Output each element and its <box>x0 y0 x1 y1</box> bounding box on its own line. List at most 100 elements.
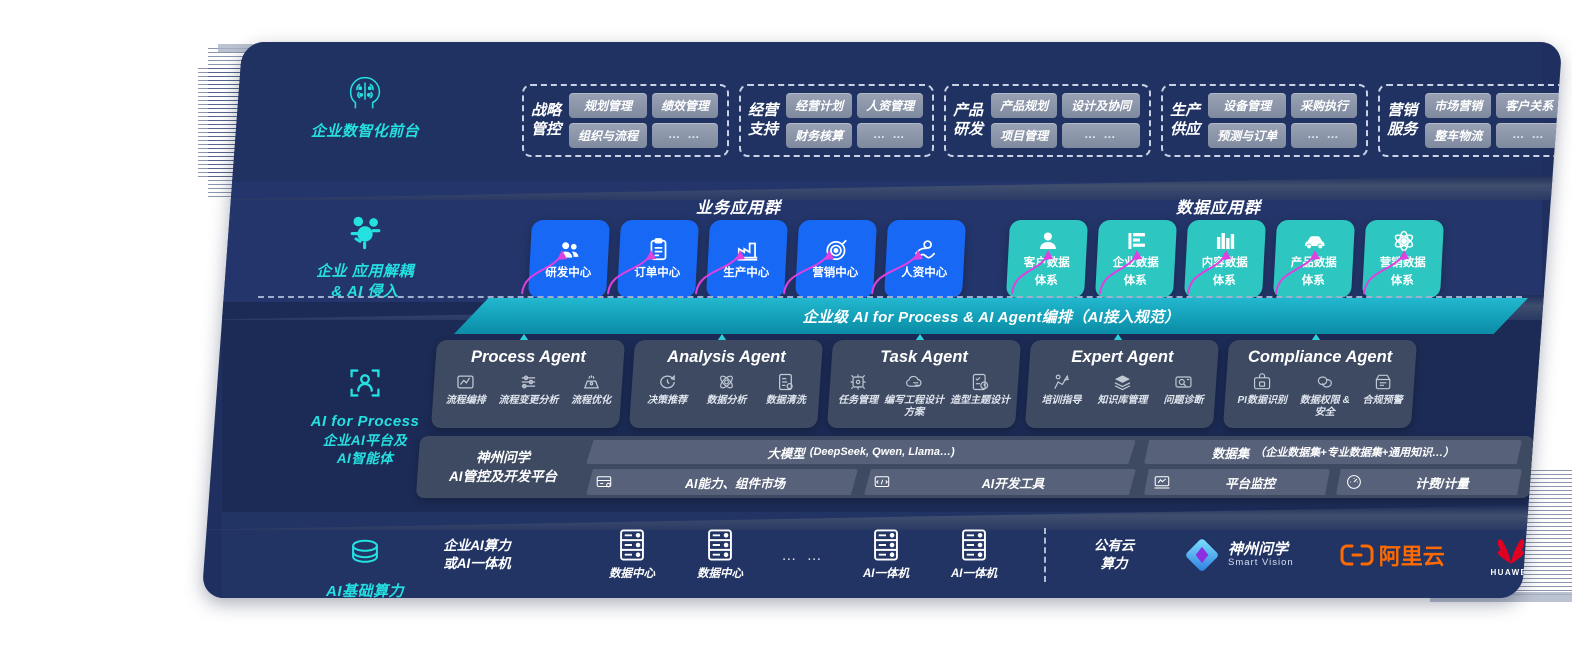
agent-card-task[interactable]: Task Agent 任务管理 编写工程设计方案 <box>826 340 1022 428</box>
infra-node-appliance-2[interactable]: AI一体机 <box>930 528 1018 581</box>
infra-headline-line1: 企业AI算力 <box>443 538 511 554</box>
agent-capability-label: 造型主题设计 <box>950 395 1011 406</box>
vendor-smartvision[interactable]: 神州问学 Smart Vision <box>1182 535 1294 575</box>
agent-capability[interactable]: 流程变更分析 <box>498 372 558 407</box>
domain-chip[interactable]: 组织与流程 <box>569 123 648 148</box>
rail-label-decoupling-1: 企业 应用解耦 <box>316 263 414 280</box>
app-card-marketing[interactable]: 营销中心 <box>794 220 878 298</box>
person-chart-icon <box>914 240 936 259</box>
domain-chip[interactable]: 项目管理 <box>991 123 1058 148</box>
domain-title: 生产 供应 <box>1170 101 1201 138</box>
domain-chip-more[interactable]: … … <box>1496 123 1563 148</box>
server-icon <box>874 529 898 561</box>
domain-group[interactable]: 产品 研发 产品规划 设计及协同 项目管理 … … <box>944 84 1152 157</box>
public-cloud-label: 公有云 算力 <box>1072 537 1156 572</box>
data-card-product[interactable]: 产品数据 体系 <box>1272 220 1356 298</box>
agent-capability[interactable]: 问题诊断 <box>1163 372 1203 407</box>
gauge-icon <box>1344 473 1364 491</box>
agent-card-compliance[interactable]: Compliance Agent PI数据识别 数据权限 & 安全 <box>1222 340 1418 428</box>
domain-chip[interactable]: 经营计划 <box>786 93 853 118</box>
data-card-content[interactable]: 内容数据 体系 <box>1183 220 1267 298</box>
domain-chip[interactable]: 客户关系 <box>1496 93 1563 118</box>
infra-node-appliance-1[interactable]: AI一体机 <box>842 528 930 581</box>
aliyun-name: 阿里云 <box>1378 544 1445 569</box>
domain-group[interactable]: 战略 管控 规划管理 绩效管理 组织与流程 … … <box>522 84 730 157</box>
agent-card-analysis[interactable]: Analysis Agent 决策推荐 数据分析 <box>628 340 824 428</box>
domain-chip-more[interactable]: … … <box>652 123 719 148</box>
users-icon <box>559 242 579 258</box>
agent-capability[interactable]: 数据权限 & 安全 <box>1300 372 1350 418</box>
agent-capability[interactable]: PI数据识别 <box>1237 372 1287 418</box>
agent-capability[interactable]: 编写工程设计方案 <box>884 372 944 418</box>
domain-chip[interactable]: 规划管理 <box>569 93 648 118</box>
platform-cell-monitor[interactable]: 平台监控 <box>1144 469 1330 495</box>
platform-cell-billing[interactable]: 计费/计量 <box>1336 469 1522 495</box>
domain-chip-list: 设备管理 采购执行 预测与订单 … … <box>1208 93 1358 148</box>
domain-chip[interactable]: 市场营销 <box>1425 93 1492 118</box>
platform-cell-devtools[interactable]: AI开发工具 <box>864 469 1136 495</box>
data-card-enterprise[interactable]: 企业数据 体系 <box>1094 220 1178 298</box>
domain-chip[interactable]: 财务核算 <box>786 123 853 148</box>
domain-chip[interactable]: 人资管理 <box>857 93 924 118</box>
vendor-huawei[interactable]: HUAWEI <box>1489 533 1533 577</box>
app-card-order[interactable]: 订单中心 <box>616 220 700 298</box>
agent-capability[interactable]: 培训指导 <box>1041 372 1081 407</box>
agent-capability[interactable]: 决策推荐 <box>647 372 687 407</box>
domain-group[interactable]: 营销 服务 市场营销 客户关系 整车物流 … … <box>1378 84 1563 157</box>
orchestration-label: 企业级 AI for Process & AI Agent编排（AI接入规范） <box>802 308 1180 326</box>
optimize-icon <box>583 375 599 389</box>
agent-capability[interactable]: 数据清洗 <box>766 372 806 407</box>
server-icon <box>962 529 986 561</box>
agent-card-expert[interactable]: Expert Agent 培训指导 知识库管理 <box>1024 340 1220 428</box>
app-card-label: 生产中心 <box>723 267 770 280</box>
platform-cell-market[interactable]: AI能力、组件市场 <box>586 469 858 495</box>
domain-chip-more[interactable]: … … <box>1062 123 1141 148</box>
domain-group[interactable]: 经营 支持 经营计划 人资管理 财务核算 … … <box>739 84 935 157</box>
platform-cell-label: AI能力、组件市场 <box>684 476 785 490</box>
infra-node-datacenter-2[interactable]: 数据中心 <box>676 528 764 581</box>
agent-capability[interactable]: 造型主题设计 <box>950 372 1010 418</box>
platform-cell-label: 平台监控 <box>1224 476 1275 490</box>
person-scan-icon <box>350 369 380 397</box>
domain-group[interactable]: 生产 供应 设备管理 采购执行 预测与订单 … … <box>1161 84 1369 157</box>
platform-model-column: 大模型 (DeepSeek, Qwen, Llama…) AI能力、组件市场 A… <box>586 440 1136 495</box>
domain-chip-more[interactable]: … … <box>1291 123 1358 148</box>
platform-dataset-row[interactable]: 数据集 （企业数据集+专业数据集+通用知识…） <box>1144 440 1522 464</box>
infra-node-datacenter-1[interactable]: 数据中心 <box>588 528 676 581</box>
agent-capability[interactable]: 知识库管理 <box>1097 372 1147 407</box>
platform-model-detail: (DeepSeek, Qwen, Llama…) <box>809 445 955 458</box>
app-card-label: 人资中心 <box>901 267 948 280</box>
data-group-title: 数据应用群 <box>1176 200 1262 217</box>
data-card-customer[interactable]: 客户数据 体系 <box>1005 220 1089 298</box>
app-card-rd[interactable]: 研发中心 <box>527 220 611 298</box>
orchestration-bar[interactable]: 企业级 AI for Process & AI Agent编排（AI接入规范） <box>454 298 1528 334</box>
domain-chip[interactable]: 设计及协同 <box>1062 93 1141 118</box>
task-network-icon <box>850 374 866 390</box>
platform-cell-label: AI开发工具 <box>981 476 1045 490</box>
data-card-marketing[interactable]: 营销数据 体系 <box>1361 220 1445 298</box>
domain-chip[interactable]: 设备管理 <box>1208 93 1287 118</box>
domain-chip[interactable]: 整车物流 <box>1425 123 1492 148</box>
agent-capability[interactable]: 数据分析 <box>706 372 746 407</box>
app-card-hr[interactable]: 人资中心 <box>883 220 967 298</box>
domain-chip[interactable]: 产品规划 <box>991 93 1058 118</box>
agent-capability[interactable]: 合规预警 <box>1363 372 1403 418</box>
agent-card-process[interactable]: Process Agent 流程编排 流程变更分析 <box>430 340 626 428</box>
smartvision-sub: Smart Vision <box>1228 557 1294 569</box>
platform-brand: 神州问学 AI管控及开发平台 <box>428 449 578 485</box>
agent-capability[interactable]: 任务管理 <box>838 372 878 418</box>
agent-capability-label: 流程变更分析 <box>498 395 559 406</box>
agent-capability[interactable]: 流程编排 <box>446 372 486 407</box>
domain-chip[interactable]: 绩效管理 <box>652 93 719 118</box>
domain-chip[interactable]: 预测与订单 <box>1208 123 1287 148</box>
agent-capability[interactable]: 流程优化 <box>571 372 611 407</box>
vendor-aliyun[interactable]: 阿里云 <box>1340 539 1445 571</box>
cloud-write-icon <box>906 375 922 387</box>
app-card-production[interactable]: 生产中心 <box>705 220 789 298</box>
agent-capability-list: 任务管理 编写工程设计方案 造型主题设计 <box>830 372 1018 418</box>
agent-capability-label: 合规预警 <box>1362 395 1403 406</box>
rail-front-office: 企业数智化前台 <box>280 70 450 142</box>
platform-model-row[interactable]: 大模型 (DeepSeek, Qwen, Llama…) <box>586 440 1136 464</box>
domain-chip[interactable]: 采购执行 <box>1291 93 1358 118</box>
domain-chip-more[interactable]: … … <box>857 123 924 148</box>
